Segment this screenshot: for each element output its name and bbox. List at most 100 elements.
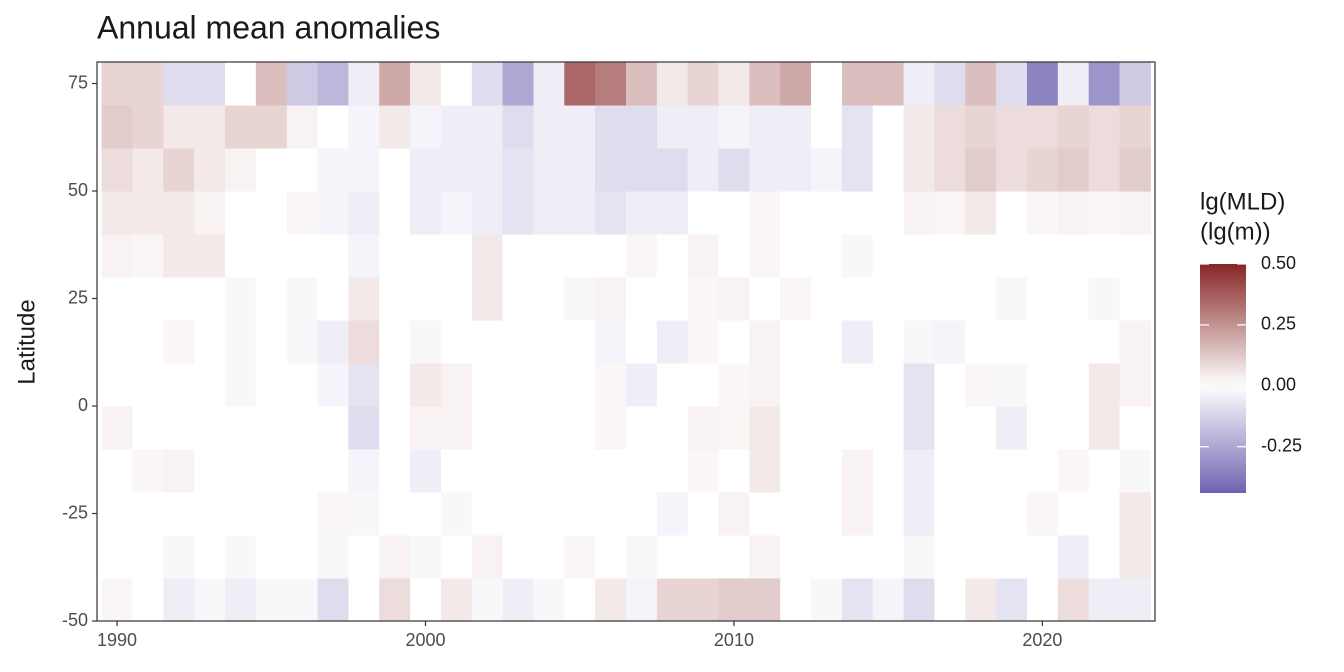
heat-cell [811, 578, 843, 622]
heat-cell [718, 535, 750, 579]
heat-cell [934, 234, 966, 278]
heat-cell [965, 578, 997, 622]
heat-cell [471, 363, 504, 407]
heat-cell [1088, 148, 1121, 192]
heat-cell [718, 234, 750, 278]
heat-cell [626, 363, 658, 407]
heat-cell [996, 449, 1028, 493]
heat-cell [626, 492, 658, 536]
heat-cell [348, 578, 380, 622]
heat-cell [749, 492, 781, 536]
heat-cell [1088, 578, 1121, 622]
heat-cell [348, 62, 380, 106]
heat-cell [194, 62, 226, 106]
heat-cell [872, 191, 905, 235]
heat-cell [163, 449, 195, 493]
heat-cell [471, 62, 504, 106]
heat-cell [965, 62, 997, 106]
heat-cell [903, 234, 935, 278]
heat-cell [872, 492, 905, 536]
heat-cell [533, 277, 565, 321]
heat-cell [225, 62, 257, 106]
heat-cell [1057, 492, 1090, 536]
heat-cell [101, 492, 133, 536]
heat-cell [502, 449, 534, 493]
legend-title: lg(MLD) [1200, 188, 1285, 215]
heat-cell [533, 191, 565, 235]
heat-cell [163, 492, 195, 536]
heat-cell [132, 191, 164, 235]
heat-cell [533, 449, 565, 493]
heat-cell [317, 277, 349, 321]
heat-cell [1119, 578, 1151, 622]
heat-cell [626, 406, 658, 450]
heat-cell [872, 148, 905, 192]
heat-cell [410, 535, 442, 579]
heat-cell [440, 578, 473, 622]
heat-cell [255, 148, 288, 192]
heat-cell [502, 578, 534, 622]
heat-cell [286, 277, 319, 321]
heat-cell [749, 148, 781, 192]
heat-cell [718, 62, 750, 106]
heat-cell [410, 148, 442, 192]
heat-cell [564, 191, 596, 235]
heat-cell [533, 363, 565, 407]
heat-cell [502, 277, 534, 321]
heat-cell [595, 406, 627, 450]
heat-cell [811, 62, 843, 106]
heat-cell [687, 406, 720, 450]
heat-cell [749, 191, 781, 235]
heat-cell [1088, 406, 1121, 450]
heat-cell [749, 449, 781, 493]
heat-cell [410, 277, 442, 321]
heat-cell [317, 320, 349, 364]
heat-cell [780, 449, 812, 493]
legend-title: (lg(m)) [1200, 218, 1271, 245]
heat-cell [348, 492, 380, 536]
heat-cell [1026, 105, 1059, 149]
heat-cell [595, 320, 627, 364]
heat-cell [163, 578, 195, 622]
heat-cell [1057, 363, 1090, 407]
heat-cell [780, 277, 812, 321]
heat-cell [1119, 492, 1151, 536]
heat-cell [903, 492, 935, 536]
heat-cell [163, 406, 195, 450]
heat-cell [286, 578, 319, 622]
heat-cell [656, 277, 689, 321]
heat-cell [317, 363, 349, 407]
heat-cell [410, 320, 442, 364]
heat-cell [749, 363, 781, 407]
heat-cell [1088, 105, 1121, 149]
heat-cell [1119, 363, 1151, 407]
heat-cell [101, 449, 133, 493]
heat-cell [225, 320, 257, 364]
heat-cell [410, 105, 442, 149]
chart-title: Annual mean anomalies [97, 9, 440, 45]
heat-cell [502, 234, 534, 278]
heat-cell [965, 277, 997, 321]
heat-cell [132, 535, 164, 579]
heat-cell [718, 578, 750, 622]
y-tick-label: -25 [62, 502, 88, 522]
heat-cell [780, 148, 812, 192]
heat-cell [965, 492, 997, 536]
heat-cell [656, 62, 689, 106]
heat-cell [996, 320, 1028, 364]
heat-cell [225, 277, 257, 321]
heat-cell [1057, 105, 1090, 149]
heat-cell [965, 406, 997, 450]
heat-cell [132, 320, 164, 364]
y-tick-label: 75 [68, 72, 88, 92]
heat-cell [996, 191, 1028, 235]
heat-cell [749, 578, 781, 622]
heat-cell [440, 449, 473, 493]
heat-cell [132, 234, 164, 278]
heat-cell [379, 320, 411, 364]
heat-cell [1057, 191, 1090, 235]
heat-cell [379, 62, 411, 106]
heat-cell [811, 449, 843, 493]
heat-cell [656, 105, 689, 149]
